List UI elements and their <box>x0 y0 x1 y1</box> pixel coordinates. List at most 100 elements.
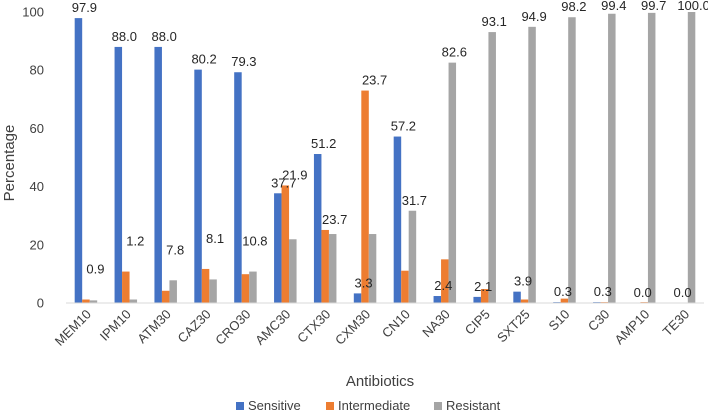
bar-series <box>74 12 696 304</box>
data-label-sensitive-cro30: 79.3 <box>231 54 256 69</box>
x-tick-label: AMP10 <box>612 307 653 348</box>
data-label-sensitive-cn10: 57.2 <box>391 119 416 134</box>
bar-resistant-amc30 <box>289 239 297 303</box>
data-label-sensitive-mem10: 97.9 <box>72 0 97 15</box>
bar-resistant-mem10 <box>89 300 98 303</box>
bar-resistant-ctx30 <box>328 234 337 303</box>
y-axis-ticks: 0 20 40 60 80 100 <box>22 5 44 311</box>
data-label-sensitive-na30: 2.4 <box>434 278 452 293</box>
x-tick-label: CTX30 <box>294 307 333 346</box>
bar-resistant-caz30 <box>209 279 217 303</box>
bar-resistant-cxm30 <box>368 234 377 303</box>
bar-sensitive-cip5 <box>473 296 481 303</box>
bar-intermediate-cn10 <box>401 270 409 303</box>
data-label-resistant-ctx30: 23.7 <box>322 212 347 227</box>
bar-resistant-sxt25 <box>528 26 536 304</box>
bar-intermediate-mem10 <box>82 299 90 303</box>
x-tick-label: ATM30 <box>134 307 174 347</box>
x-tick-label: AMC30 <box>252 307 293 348</box>
x-tick-label: SXT25 <box>494 307 533 346</box>
bar-sensitive-sxt25 <box>513 291 521 303</box>
data-label-resistant-amc30: 21.9 <box>282 167 307 182</box>
bar-intermediate-cip5 <box>480 289 489 303</box>
bar-intermediate-ipm10 <box>122 271 130 303</box>
bar-intermediate-caz30 <box>201 268 210 303</box>
data-label-sensitive-sxt25: 3.9 <box>514 274 532 289</box>
data-label-resistant-amp10: 99.7 <box>641 0 666 13</box>
legend: Sensitive Intermediate Resistant <box>236 398 501 413</box>
bar-intermediate-amc30 <box>281 185 290 303</box>
data-label-resistant-cip5: 93.1 <box>482 14 507 29</box>
y-tick-label: 0 <box>37 296 44 311</box>
data-label-resistant-cro30: 10.8 <box>242 234 267 249</box>
y-axis-title: Percentage <box>1 125 18 202</box>
data-label-resistant-c30: 99.4 <box>601 0 626 13</box>
x-tick-label: CAZ30 <box>174 307 213 346</box>
bar-intermediate-cro30 <box>241 274 250 303</box>
bar-resistant-amp10 <box>647 12 656 304</box>
y-tick-label: 80 <box>30 63 44 78</box>
x-tick-label: CRO30 <box>212 307 253 348</box>
legend-swatch-intermediate <box>326 402 334 410</box>
x-tick-label: IPM10 <box>97 307 134 344</box>
x-tick-label: S10 <box>546 307 573 334</box>
bar-sensitive-caz30 <box>194 69 202 304</box>
bar-sensitive-cn10 <box>393 136 402 303</box>
bar-resistant-ipm10 <box>129 299 138 303</box>
bar-sensitive-mem10 <box>74 18 83 304</box>
data-label-sensitive-s10: 0.3 <box>554 284 572 299</box>
data-label-resistant-cn10: 31.7 <box>402 193 427 208</box>
bar-resistant-na30 <box>448 62 457 303</box>
data-label-resistant-te30: 100.0 <box>677 0 708 13</box>
data-label-resistant-mem10: 0.9 <box>86 262 104 277</box>
data-label-sensitive-ctx30: 51.2 <box>311 136 336 151</box>
bar-sensitive-ctx30 <box>313 154 322 303</box>
y-tick-label: 100 <box>22 5 44 20</box>
x-tick-label: C30 <box>585 307 612 334</box>
x-tick-label: TE30 <box>660 307 693 340</box>
legend-label-intermediate: Intermediate <box>338 398 410 413</box>
bar-resistant-s10 <box>568 17 576 304</box>
data-label-resistant-caz30: 8.1 <box>206 231 224 246</box>
data-label-resistant-s10: 98.2 <box>561 0 586 14</box>
data-label-resistant-atm30: 7.8 <box>166 242 184 257</box>
bar-sensitive-amc30 <box>274 193 282 303</box>
data-label-sensitive-atm30: 88.0 <box>152 29 177 44</box>
bar-intermediate-cxm30 <box>361 90 369 303</box>
bar-intermediate-na30 <box>441 259 449 303</box>
bar-resistant-cn10 <box>408 210 417 303</box>
bar-resistant-cip5 <box>488 32 496 303</box>
data-label-sensitive-te30: 0.0 <box>674 285 692 300</box>
bar-intermediate-s10 <box>560 298 569 303</box>
x-tick-label: CIP5 <box>462 307 493 338</box>
bar-intermediate-atm30 <box>161 290 170 303</box>
data-label-sensitive-caz30: 80.2 <box>191 52 216 67</box>
data-label-sensitive-amp10: 0.0 <box>634 285 652 300</box>
bar-sensitive-ipm10 <box>114 46 123 304</box>
data-label-sensitive-ipm10: 88.0 <box>112 29 137 44</box>
legend-label-resistant: Resistant <box>446 398 501 413</box>
data-label-resistant-cxm30: 23.7 <box>362 73 387 88</box>
legend-swatch-resistant <box>434 402 442 410</box>
legend-swatch-sensitive <box>236 402 244 410</box>
legend-label-sensitive: Sensitive <box>248 398 301 413</box>
data-label-sensitive-amc30: 37.7 <box>271 175 296 190</box>
bar-sensitive-atm30 <box>154 46 162 304</box>
bar-sensitive-na30 <box>433 296 442 303</box>
data-label-resistant-ipm10: 1.2 <box>126 234 144 249</box>
data-label-sensitive-cxm30: 3.3 <box>355 275 373 290</box>
data-label-resistant-sxt25: 94.9 <box>521 9 546 24</box>
data-label-sensitive-c30: 0.3 <box>594 284 612 299</box>
bar-sensitive-cro30 <box>234 72 242 304</box>
bar-resistant-te30 <box>687 12 696 303</box>
x-tick-label: NA30 <box>419 307 453 341</box>
bar-sensitive-cxm30 <box>353 293 362 303</box>
bar-resistant-cro30 <box>249 271 257 303</box>
y-tick-label: 60 <box>30 121 44 136</box>
bar-resistant-c30 <box>608 13 616 303</box>
data-label-sensitive-cip5: 2.1 <box>474 279 492 294</box>
bar-intermediate-sxt25 <box>520 299 529 303</box>
y-tick-label: 20 <box>30 237 44 252</box>
data-labels: 97.9 0.9 88.0 1.2 88.0 7.8 80.2 8.1 79.3 10.8 37.7… <box>72 0 708 300</box>
